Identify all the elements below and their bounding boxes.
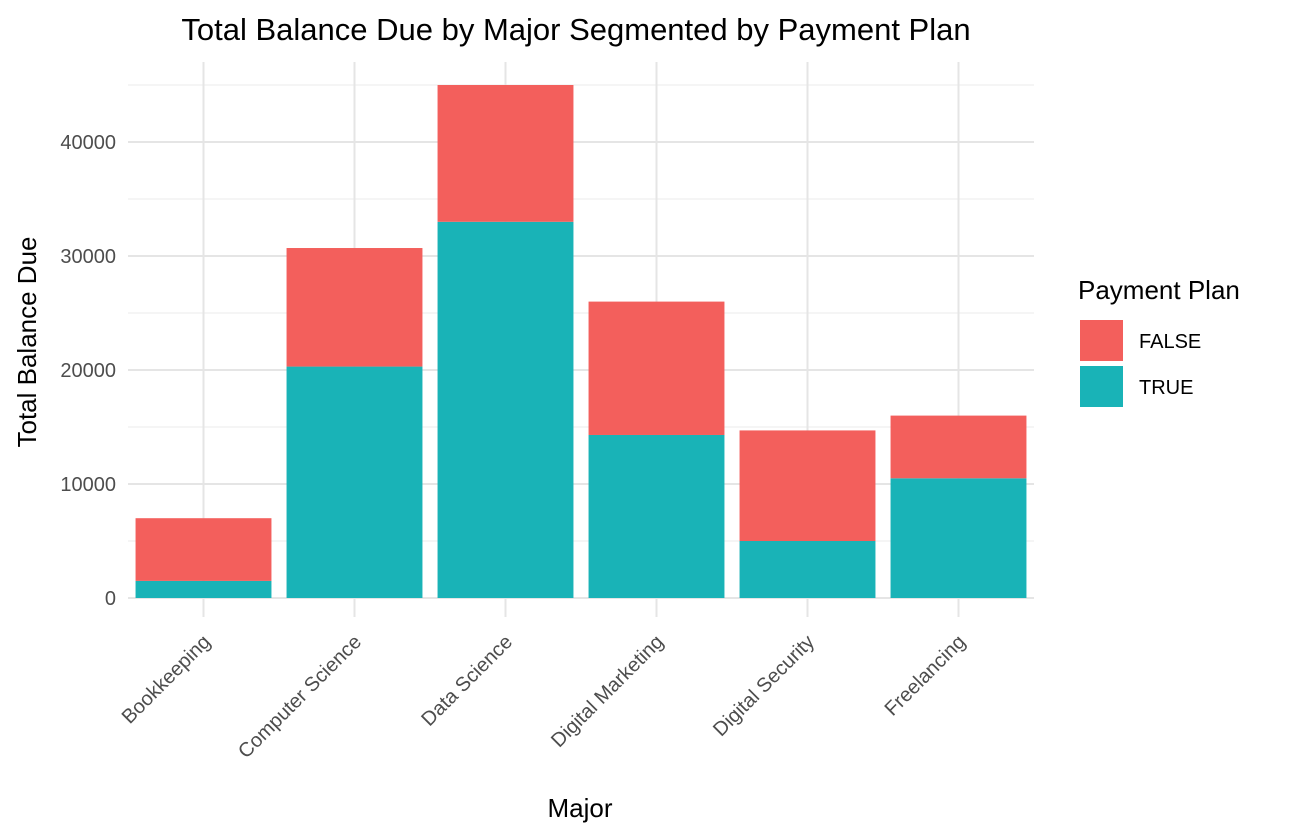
- x-tick-label: Digital Marketing: [547, 631, 668, 752]
- chart-title: Total Balance Due by Major Segmented by …: [181, 12, 970, 47]
- y-tick-label: 0: [105, 588, 116, 610]
- bar-true-freelancing: [890, 478, 1027, 598]
- x-tick-label: Bookkeeping: [118, 631, 215, 728]
- y-axis-title: Total Balance Due: [12, 236, 42, 447]
- bar-false-bookkeeping: [135, 518, 272, 581]
- bar-false-computer-science: [286, 248, 423, 367]
- bar-false-digital-security: [739, 430, 876, 541]
- y-tick-label: 20000: [60, 360, 116, 382]
- bar-false-data-science: [437, 85, 574, 222]
- legend-label-false: FALSE: [1139, 331, 1201, 353]
- bar-true-bookkeeping: [135, 580, 272, 598]
- bar-true-digital-marketing: [588, 434, 725, 598]
- legend: Payment Plan FALSE TRUE: [1078, 275, 1240, 407]
- legend-title: Payment Plan: [1078, 275, 1240, 305]
- y-tick-label: 40000: [60, 132, 116, 154]
- bar-true-digital-security: [739, 541, 876, 598]
- x-axis-title: Major: [547, 793, 612, 823]
- x-axis-ticks: Bookkeeping Computer Science Data Science D…: [118, 631, 970, 763]
- bars: [135, 85, 1027, 599]
- y-tick-label: 10000: [60, 474, 116, 496]
- bar-false-freelancing: [890, 415, 1027, 479]
- bar-false-digital-marketing: [588, 301, 725, 435]
- legend-swatch-true: [1080, 366, 1123, 407]
- legend-label-true: TRUE: [1139, 377, 1193, 399]
- x-tick-label: Data Science: [417, 631, 517, 731]
- x-tick-label: Computer Science: [234, 631, 366, 763]
- bar-true-computer-science: [286, 366, 423, 598]
- x-tick-label: Digital Security: [709, 631, 819, 741]
- legend-swatch-false: [1080, 320, 1123, 361]
- y-axis-ticks: 0 10000 20000 30000 40000: [60, 132, 116, 610]
- x-tick-label: Freelancing: [881, 631, 970, 720]
- y-tick-label: 30000: [60, 246, 116, 268]
- bar-true-data-science: [437, 221, 574, 599]
